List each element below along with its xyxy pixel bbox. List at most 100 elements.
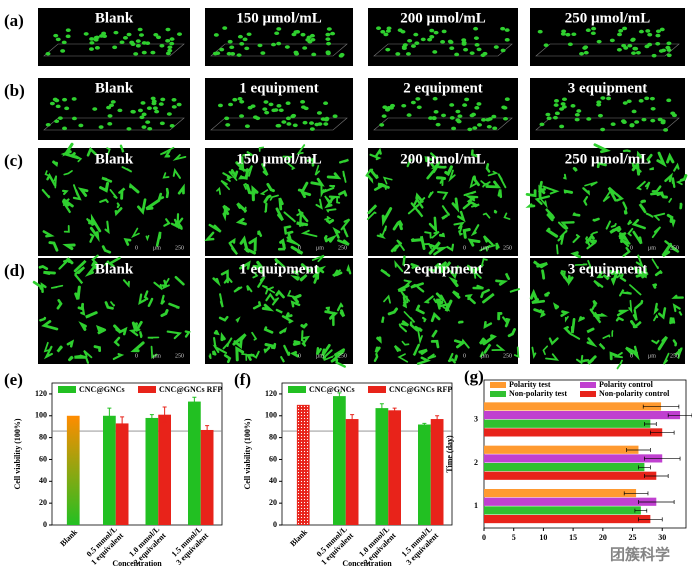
cell: [242, 37, 248, 42]
cell: [474, 43, 480, 47]
cell: [481, 118, 487, 122]
cell: [150, 50, 156, 55]
cell: [66, 339, 75, 348]
cell: [579, 51, 585, 56]
cell: [429, 35, 435, 39]
cell: [291, 32, 297, 37]
cell: [233, 286, 243, 293]
cell: [482, 181, 491, 188]
micrograph: 0 μm 250 200 μmol/mL: [365, 147, 518, 256]
cell: [74, 355, 87, 359]
cell: [631, 218, 646, 230]
cell: [55, 104, 61, 109]
cell: [539, 310, 546, 318]
cell: [235, 345, 245, 362]
cell: [97, 328, 107, 335]
cell: [302, 120, 308, 125]
cell: [278, 197, 284, 211]
cell: [239, 99, 245, 104]
cell: [367, 204, 378, 215]
watermark: 团簇科学: [610, 546, 670, 564]
cell: [442, 261, 452, 272]
cell: [330, 350, 345, 363]
image-title: Blank: [95, 10, 134, 26]
cell: [585, 236, 591, 246]
cell: [461, 38, 467, 42]
cell: [42, 230, 55, 238]
scale-bar-label: 0: [298, 353, 301, 359]
cell: [592, 299, 598, 306]
cell: [453, 354, 458, 362]
image-title: Blank: [95, 151, 134, 167]
cell: [427, 353, 437, 360]
cell: [545, 227, 559, 238]
cell: [413, 197, 424, 209]
cell: [314, 164, 321, 176]
cell: [557, 233, 565, 245]
cell: [397, 28, 403, 32]
scale-bar-label: 0: [463, 353, 466, 359]
cell: [222, 339, 231, 350]
cell: [99, 198, 109, 204]
cell: [50, 284, 64, 289]
cell: [610, 222, 617, 228]
cell: [504, 28, 510, 32]
error-bar: [626, 448, 651, 452]
cell: [286, 122, 292, 126]
cell: [418, 348, 428, 355]
cell: [402, 295, 409, 304]
cell: [85, 311, 98, 319]
cell: [58, 258, 69, 270]
cell: [375, 147, 382, 157]
cell: [104, 301, 114, 310]
cell: [376, 26, 382, 30]
cell: [619, 273, 627, 282]
cell: [174, 275, 185, 286]
micrograph: 2 equipment: [368, 78, 518, 140]
cell: [217, 103, 223, 108]
cell: [429, 28, 435, 33]
y-tick-label: 2: [474, 458, 478, 467]
cell: [390, 103, 396, 108]
cell: [482, 235, 494, 246]
cell: [440, 261, 448, 270]
legend-label: Non-polarity control: [599, 389, 670, 398]
cell: [466, 196, 478, 207]
cell: [324, 195, 331, 204]
cell: [414, 325, 423, 333]
cell: [459, 224, 463, 233]
cell: [145, 120, 151, 124]
cell: [261, 303, 275, 312]
cell: [237, 34, 243, 39]
cell: [596, 271, 604, 279]
micrograph: 1 equipment: [205, 78, 353, 140]
cell: [325, 50, 331, 54]
cell: [282, 155, 295, 161]
error-bar: [634, 508, 648, 513]
cell: [485, 180, 502, 189]
cell: [677, 347, 683, 356]
cell: [61, 40, 67, 45]
cell: [431, 116, 437, 120]
cell: [613, 351, 623, 359]
cell: [239, 114, 245, 118]
image-title: 1 equipment: [239, 261, 319, 277]
image-bg: [38, 258, 190, 364]
cell: [146, 106, 152, 110]
cell: [560, 32, 566, 36]
cell: [165, 39, 171, 43]
cell: [65, 34, 71, 39]
cell: [644, 181, 651, 190]
cell: [74, 266, 86, 275]
cell: [591, 26, 597, 31]
cell: [131, 321, 138, 333]
cell: [302, 46, 308, 50]
y-tick-label: 0: [273, 520, 277, 529]
cell: [121, 166, 133, 173]
cell: [533, 308, 543, 314]
cell: [176, 102, 182, 107]
cell: [165, 51, 171, 56]
cell: [503, 116, 509, 121]
cell: [165, 187, 170, 199]
cell: [441, 113, 447, 118]
